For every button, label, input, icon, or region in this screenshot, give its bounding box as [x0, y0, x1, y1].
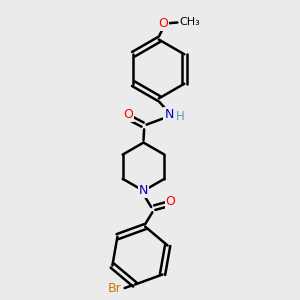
Text: Br: Br	[108, 283, 122, 296]
Text: N: N	[139, 184, 148, 197]
Text: H: H	[176, 110, 185, 123]
Text: N: N	[164, 108, 174, 121]
Text: O: O	[158, 17, 168, 30]
Text: O: O	[123, 108, 133, 121]
Text: CH₃: CH₃	[179, 17, 200, 27]
Text: O: O	[166, 195, 176, 208]
